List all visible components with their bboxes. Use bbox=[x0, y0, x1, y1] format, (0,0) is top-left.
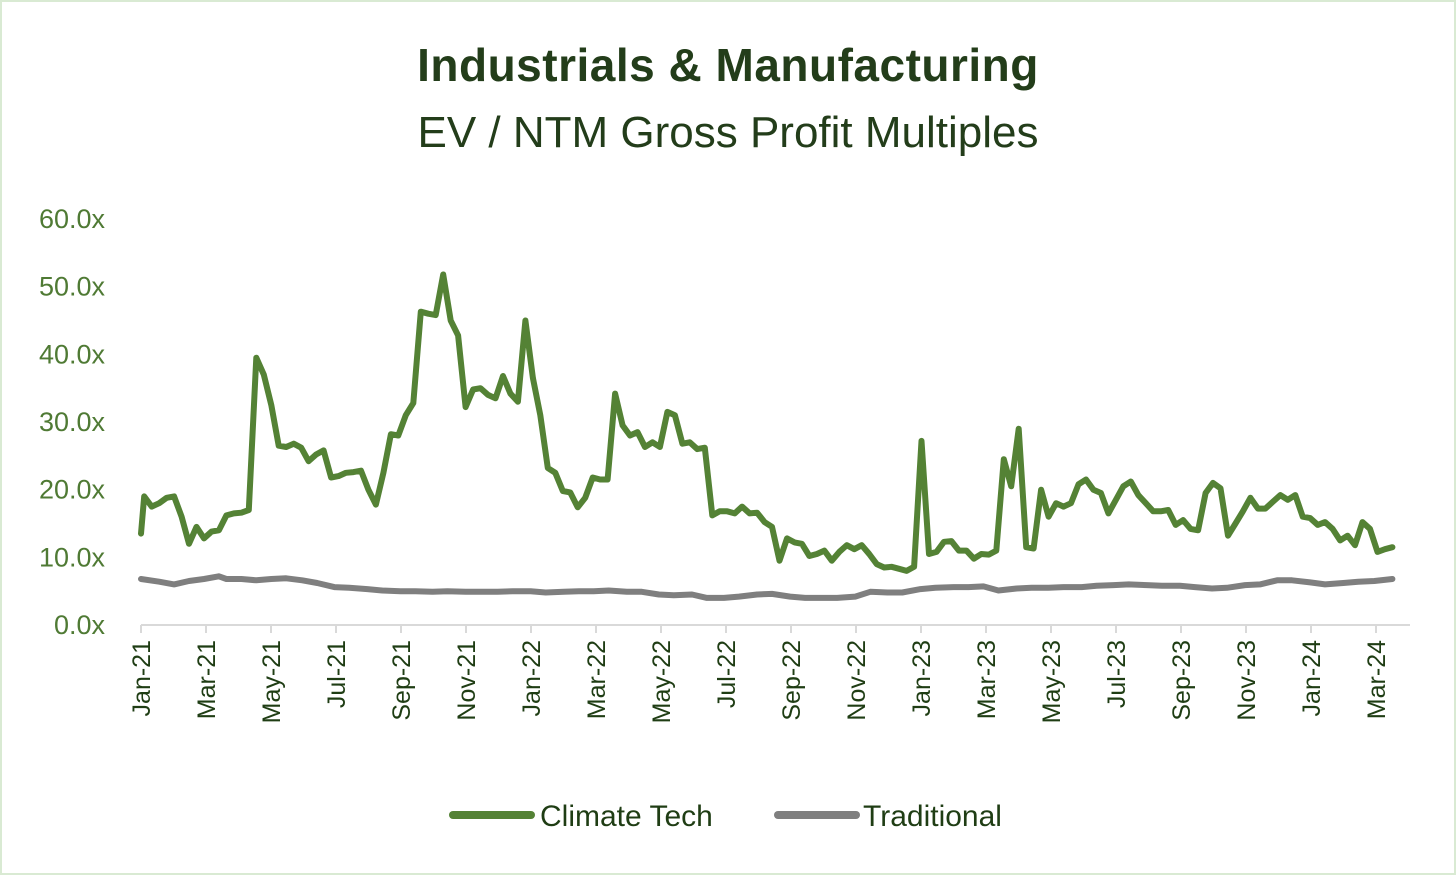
x-tick-label: Jan-24 bbox=[1298, 640, 1326, 717]
x-tick-label: Jul-23 bbox=[1103, 640, 1131, 708]
y-tick-label: 60.0x bbox=[39, 204, 106, 234]
legend-label: Traditional bbox=[863, 800, 1002, 833]
y-tick-label: 0.0x bbox=[54, 610, 106, 640]
x-tick-label: May-23 bbox=[1038, 640, 1066, 723]
x-tick-label: Nov-21 bbox=[453, 640, 481, 721]
x-tick-label: Jan-21 bbox=[128, 640, 156, 716]
legend: Climate Tech Traditional bbox=[449, 800, 1002, 833]
x-tick-label: May-21 bbox=[258, 640, 286, 723]
chart-title: Industrials & Manufacturing bbox=[417, 39, 1039, 91]
y-tick-label: 10.0x bbox=[39, 542, 106, 572]
series-line-traditional bbox=[138, 573, 1396, 601]
x-tick-label: Sep-23 bbox=[1168, 640, 1196, 721]
x-tick-label: Jan-23 bbox=[908, 640, 936, 716]
y-tick-label: 50.0x bbox=[39, 272, 106, 302]
chart-subtitle: EV / NTM Gross Profit Multiples bbox=[417, 108, 1039, 157]
x-tick-label: Mar-23 bbox=[973, 640, 1001, 719]
x-tick-label: Jul-21 bbox=[323, 640, 351, 708]
y-tick-label: 20.0x bbox=[39, 475, 106, 505]
x-tick-label: May-22 bbox=[648, 640, 676, 723]
y-axis: 0.0x 10.0x 20.0x 30.0x 40.0x 50.0x 60.0x bbox=[39, 204, 106, 640]
x-tick-label: Nov-23 bbox=[1233, 640, 1261, 721]
y-tick-label: 30.0x bbox=[39, 407, 106, 437]
x-tick-label: Jan-22 bbox=[518, 640, 546, 716]
x-tick-label: Mar-22 bbox=[583, 640, 611, 719]
series-layer bbox=[138, 271, 1396, 601]
x-tick-label: Sep-21 bbox=[388, 640, 416, 721]
x-axis: Jan-21 Mar-21 May-21 Jul-21 Sep-21 Nov-21 Jan-… bbox=[128, 624, 1410, 723]
y-tick-label: 40.0x bbox=[39, 339, 106, 369]
x-tick-label: Sep-22 bbox=[778, 640, 806, 721]
x-tick-label: Mar-21 bbox=[193, 640, 221, 719]
x-tick-label: Nov-22 bbox=[843, 640, 871, 721]
x-tick-label: Jul-22 bbox=[713, 640, 741, 708]
series-line-climate-tech bbox=[138, 271, 1396, 574]
x-tick-label: Mar-24 bbox=[1363, 640, 1391, 719]
legend-label: Climate Tech bbox=[540, 800, 713, 833]
